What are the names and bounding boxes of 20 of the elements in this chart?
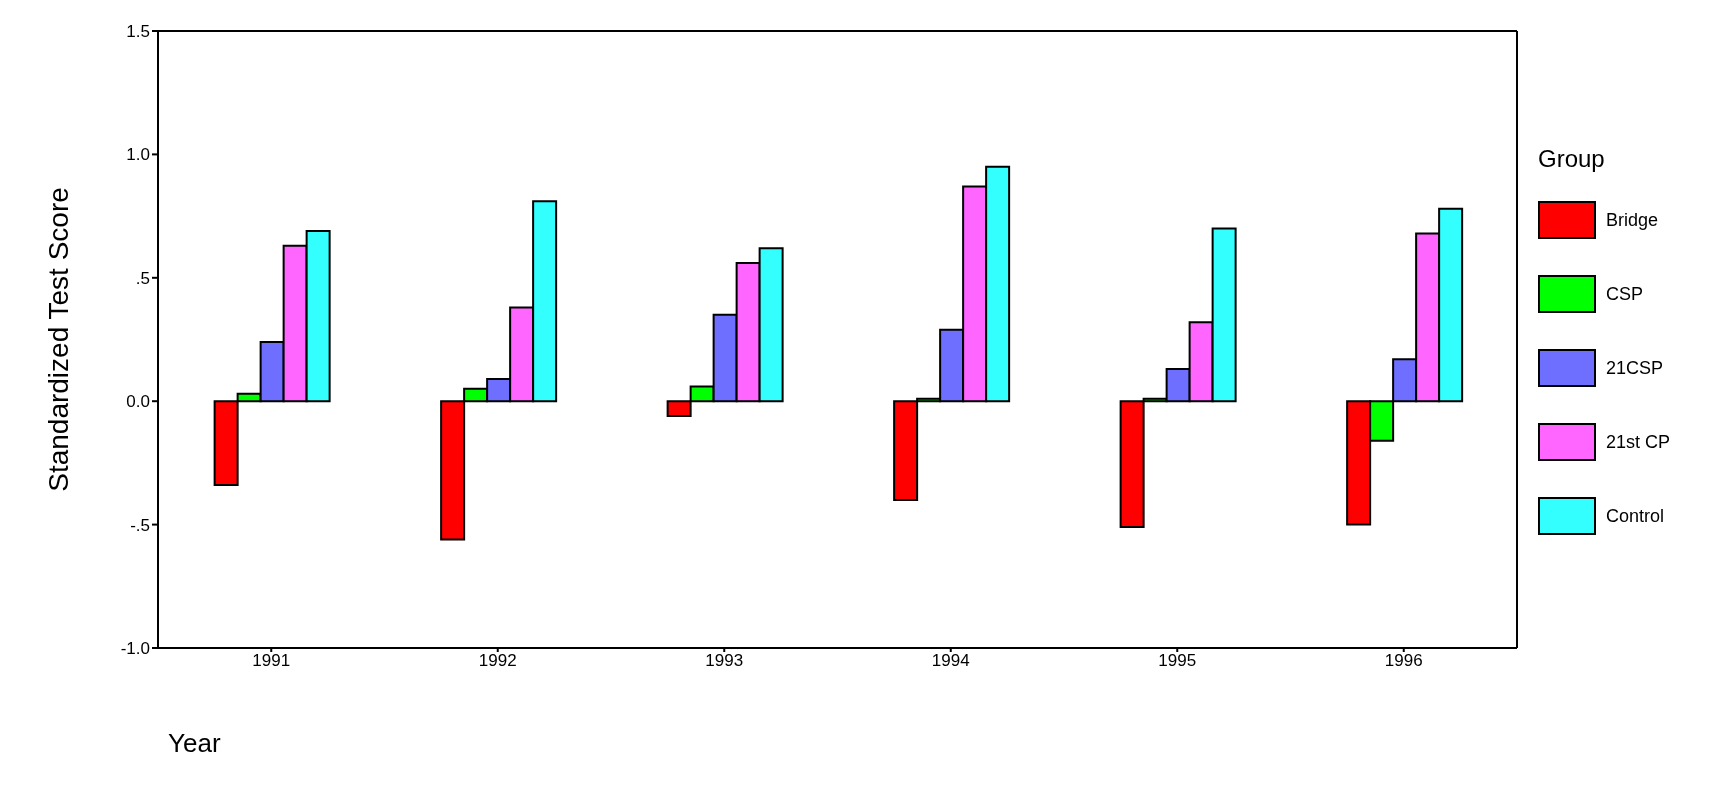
x-tick-label: 1996 [1384,651,1423,671]
y-tick-label: -.5 [130,515,150,535]
y-tick-label: 1.5 [126,22,150,42]
x-tick-label: 1993 [705,651,744,671]
legend-label: 21CSP [1606,357,1664,379]
x-tick-label: 1991 [252,651,291,671]
y-tick-label: 1.0 [126,145,150,165]
legend-label: Bridge [1606,209,1659,231]
y-tick-label: 0.0 [126,392,150,412]
y-axis-title: Standardized Test Score [42,187,74,492]
legend-label: 21st CP [1606,431,1671,453]
x-tick-label: 1995 [1158,651,1197,671]
legend-label: CSP [1606,283,1644,305]
x-axis-title: Year [168,728,222,759]
y-tick-label: .5 [135,268,150,288]
y-tick-label: -1.0 [120,639,150,659]
legend-label: Control [1606,505,1665,527]
legend-title: Group [1538,145,1606,173]
x-tick-label: 1994 [931,651,970,671]
x-tick-label: 1992 [478,651,517,671]
